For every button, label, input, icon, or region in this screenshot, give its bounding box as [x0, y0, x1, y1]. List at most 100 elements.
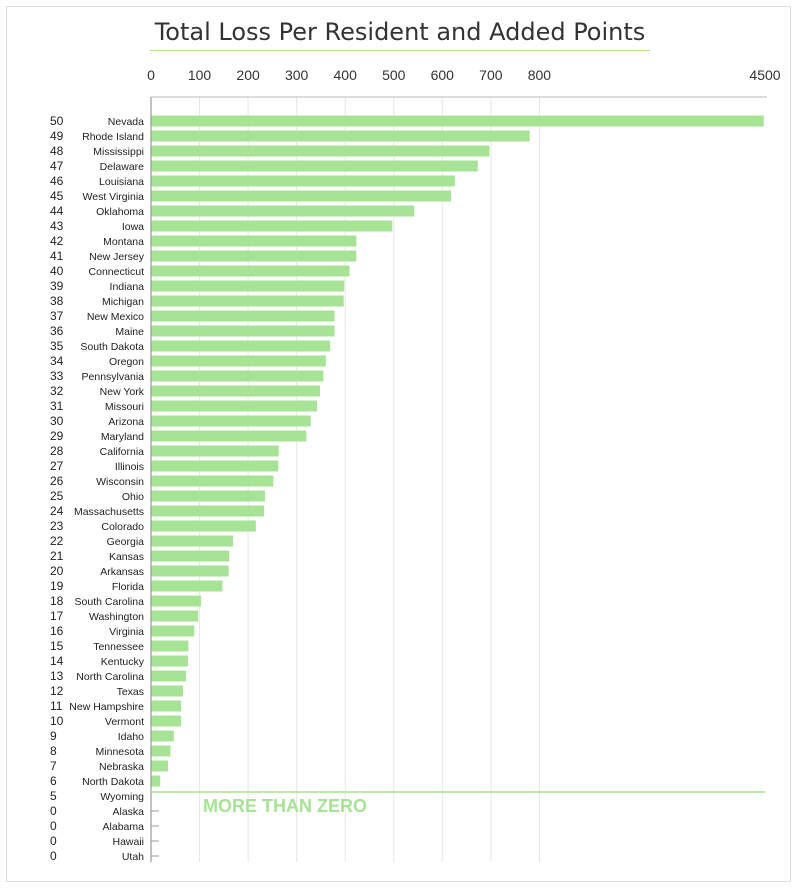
rank-label: 13	[50, 669, 64, 683]
rank-label: 49	[50, 129, 64, 143]
bar	[151, 715, 182, 727]
state-label: Indiana	[110, 281, 145, 293]
bar	[151, 460, 279, 472]
rank-label: 45	[50, 189, 64, 203]
rank-label: 5	[50, 789, 57, 803]
rank-label: 24	[50, 504, 64, 518]
bar	[151, 655, 188, 667]
bar	[151, 730, 174, 742]
bar	[151, 490, 266, 502]
rank-label: 33	[50, 369, 64, 383]
bar	[151, 625, 195, 637]
rank-label: 10	[50, 714, 64, 728]
bar	[151, 130, 530, 142]
state-label: Colorado	[101, 521, 144, 533]
rank-label: 43	[50, 219, 64, 233]
rank-label: 29	[50, 429, 64, 443]
title-underline	[150, 50, 650, 51]
x-tick-label: 200	[236, 67, 260, 83]
state-label: Kentucky	[101, 656, 145, 668]
state-label: Wyoming	[100, 791, 144, 803]
bar	[151, 565, 229, 577]
bar	[151, 475, 274, 487]
rank-label: 35	[50, 339, 64, 353]
bar	[151, 445, 279, 457]
state-label: South Carolina	[75, 596, 145, 608]
state-label: Illinois	[115, 461, 144, 473]
bar	[151, 670, 186, 682]
state-label: Georgia	[107, 536, 145, 548]
x-tick-label: 500	[382, 67, 406, 83]
bar	[151, 310, 335, 322]
bar	[151, 610, 199, 622]
bar	[151, 160, 478, 172]
state-label: Delaware	[100, 161, 145, 173]
bar	[151, 370, 324, 382]
state-label: Texas	[117, 686, 144, 698]
bar	[151, 205, 415, 217]
bar	[151, 145, 490, 157]
state-label: Massachusetts	[74, 506, 144, 518]
rank-label: 25	[50, 489, 64, 503]
state-label: Ohio	[122, 491, 144, 503]
state-label: Pennsylvania	[82, 371, 145, 383]
state-label: Mississippi	[93, 146, 144, 158]
rank-label: 22	[50, 534, 64, 548]
x-tick-label: 400	[334, 67, 358, 83]
bar	[151, 580, 223, 592]
bar	[151, 250, 357, 262]
rank-label: 38	[50, 294, 64, 308]
annotation-label: MORE THAN ZERO	[203, 796, 367, 816]
rank-label: 0	[50, 819, 57, 833]
bar	[151, 355, 326, 367]
bar	[151, 175, 455, 187]
state-label: Maine	[115, 326, 144, 338]
state-label: Minnesota	[96, 746, 145, 758]
bar	[151, 400, 318, 412]
bar	[151, 295, 344, 307]
x-tick-label: 300	[285, 67, 309, 83]
x-tick-label: 800	[528, 67, 552, 83]
state-label: Montana	[103, 236, 144, 248]
rank-label: 12	[50, 684, 64, 698]
bar	[151, 640, 189, 652]
state-label: Michigan	[102, 296, 144, 308]
state-label: Arkansas	[100, 566, 144, 578]
state-label: Missouri	[105, 401, 144, 413]
bar	[151, 700, 182, 712]
state-label: Utah	[122, 851, 144, 863]
state-label: Iowa	[122, 221, 144, 233]
state-label: Alaska	[112, 806, 144, 818]
state-label: South Dakota	[80, 341, 144, 353]
rank-label: 47	[50, 159, 64, 173]
rank-label: 15	[50, 639, 64, 653]
rank-label: 0	[50, 849, 57, 863]
state-label: Washington	[89, 611, 144, 623]
rank-label: 7	[50, 759, 57, 773]
rank-label: 31	[50, 399, 64, 413]
rank-label: 23	[50, 519, 64, 533]
bar	[151, 415, 311, 427]
state-label: Oregon	[109, 356, 144, 368]
bar	[151, 760, 168, 772]
state-label: Nevada	[108, 116, 144, 128]
rank-label: 37	[50, 309, 64, 323]
bar	[151, 235, 357, 247]
rank-label: 30	[50, 414, 64, 428]
bar	[151, 430, 307, 442]
bar	[151, 280, 345, 292]
rank-label: 42	[50, 234, 64, 248]
state-label: New Hampshire	[69, 701, 144, 713]
bar	[151, 685, 184, 697]
rank-label: 21	[50, 549, 64, 563]
rank-label: 6	[50, 774, 57, 788]
rank-label: 41	[50, 249, 64, 263]
rank-label: 9	[50, 729, 57, 743]
rank-label: 0	[50, 834, 57, 848]
chart-title: Total Loss Per Resident and Added Points	[154, 18, 646, 46]
rank-label: 26	[50, 474, 64, 488]
rank-label: 27	[50, 459, 64, 473]
bar	[151, 385, 320, 397]
x-tick-label: 0	[147, 67, 155, 83]
state-label: Florida	[112, 581, 144, 593]
